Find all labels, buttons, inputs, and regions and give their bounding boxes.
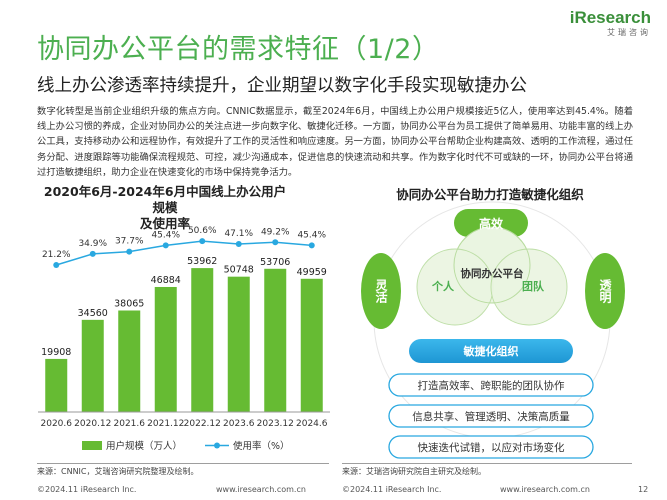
source-right: 来源：艾瑞咨询研究院自主研究及绘制。 bbox=[342, 467, 486, 476]
source-left: 来源：CNNIC，艾瑞咨询研究院整理及绘制。 bbox=[37, 467, 199, 476]
rate-point bbox=[308, 242, 315, 249]
item-box-2 bbox=[388, 404, 594, 428]
item-text-1: 打造高效率、跨职能的团队协作 bbox=[418, 379, 565, 392]
x-tick-label: 2022.12 bbox=[184, 419, 221, 429]
bar bbox=[191, 268, 214, 412]
x-tick-label: 2021.12 bbox=[147, 419, 184, 429]
x-tick-label: 2023.12 bbox=[257, 419, 294, 429]
rate-point bbox=[126, 248, 133, 255]
user-scale-chart: 19908 34560 38065 46884 53962 50748 53706 49959… bbox=[38, 226, 330, 452]
legend-swatch-dot bbox=[214, 442, 220, 449]
rate-value-label: 45.4% bbox=[297, 230, 326, 240]
chart-title-line2: 及使用率 bbox=[139, 216, 190, 231]
bar-value-label: 34560 bbox=[78, 308, 108, 319]
bar-value-label: 53706 bbox=[260, 257, 290, 268]
bar bbox=[300, 278, 323, 412]
chart-title: 2020年6月-2024年6月中国线上办公用户规模 及使用率 bbox=[40, 184, 290, 232]
rate-point bbox=[53, 262, 60, 269]
pill-agile bbox=[409, 339, 573, 363]
page-title: 协同办公平台的需求特征（1/2） bbox=[37, 34, 440, 65]
page-subtitle: 线上办公渗透率持续提升，企业期望以数字化手段实现敏捷办公 bbox=[37, 76, 527, 96]
bar-value-label: 49959 bbox=[297, 267, 327, 278]
rate-point bbox=[199, 238, 206, 245]
legend-swatch-bar bbox=[82, 441, 102, 450]
agile-org-diagram: 高效 灵活 透明 协同办公平台 个人 团队 敏捷化组织 打造高效率、跨职能的团队… bbox=[361, 201, 625, 459]
url-right: www.iresearch.com.cn bbox=[500, 485, 590, 494]
rate-value-label: 45.4% bbox=[151, 230, 180, 240]
rate-value-label: 49.2% bbox=[261, 227, 290, 237]
divider-left bbox=[37, 463, 329, 464]
label-agile: 敏捷化组织 bbox=[463, 344, 519, 358]
label-efficient: 高效 bbox=[479, 216, 504, 231]
brand-logo-cn: 艾瑞咨询 bbox=[607, 28, 651, 37]
item-text-3: 快速迭代试错，以应对市场变化 bbox=[418, 441, 565, 454]
url-left: www.iresearch.com.cn bbox=[216, 485, 306, 494]
bar-value-label: 50748 bbox=[224, 265, 254, 276]
legend-label-line: 使用率（%） bbox=[233, 440, 290, 452]
rate-point bbox=[162, 242, 169, 249]
brand-logo: iResearch 艾瑞咨询 bbox=[570, 8, 651, 38]
bar bbox=[154, 286, 177, 412]
label-transparent: 透明 bbox=[598, 279, 612, 304]
circle-right bbox=[490, 248, 568, 326]
rate-value-label: 47.1% bbox=[224, 229, 253, 239]
item-box-3 bbox=[388, 435, 594, 459]
legend-label-bar: 用户规模（万人） bbox=[106, 440, 182, 452]
pill-efficient bbox=[454, 209, 528, 237]
diagram-title: 协同办公平台助力打造敏捷化组织 bbox=[396, 187, 584, 202]
rate-point bbox=[235, 240, 242, 247]
rate-value-label: 21.2% bbox=[42, 250, 71, 260]
brand-logo-text: iResearch bbox=[569, 8, 651, 27]
divider-right bbox=[342, 463, 632, 464]
label-team: 团队 bbox=[522, 279, 545, 293]
oval-transparent bbox=[585, 253, 625, 329]
copyright-left: ©2024.11 iResearch Inc. bbox=[37, 485, 137, 494]
rate-line bbox=[56, 240, 312, 266]
label-center: 协同办公平台 bbox=[461, 267, 524, 280]
x-tick-label: 2020.6 bbox=[41, 419, 73, 429]
rate-value-label: 34.9% bbox=[78, 239, 107, 249]
bar bbox=[45, 358, 68, 412]
x-tick-label: 2024.6 bbox=[296, 419, 328, 429]
intro-paragraph: 数字化转型是当前企业组织升级的焦点方向。CNNIC数据显示，截至2024年6月，… bbox=[37, 106, 633, 178]
bar bbox=[81, 319, 104, 412]
rate-value-label: 37.7% bbox=[115, 237, 144, 247]
bar-value-label: 38065 bbox=[114, 298, 144, 309]
bar-series: 19908 34560 38065 46884 53962 50748 53706 49959 bbox=[41, 256, 327, 412]
bar-value-label: 53962 bbox=[187, 256, 217, 267]
chart-legend: 用户规模（万人） 使用率（%） bbox=[82, 440, 290, 452]
page-number: 12 bbox=[638, 485, 649, 494]
copyright-right: ©2024.11 iResearch Inc. bbox=[342, 485, 442, 494]
rate-point bbox=[272, 239, 279, 246]
x-tick-label: 2020.12 bbox=[74, 419, 111, 429]
chart-title-line1: 2020年6月-2024年6月中国线上办公用户规模 bbox=[43, 184, 287, 215]
label-flexible: 灵活 bbox=[374, 278, 388, 304]
rate-point bbox=[89, 250, 96, 257]
x-axis: 2020.6 2020.12 2021.6 2021.12 2022.12 2023.6 2… bbox=[38, 411, 330, 429]
bar bbox=[227, 276, 250, 412]
item-text-2: 信息共享、管理透明、决策高质量 bbox=[412, 410, 570, 423]
oval-flexible bbox=[361, 253, 401, 329]
bar bbox=[118, 310, 141, 412]
circle-left bbox=[416, 248, 494, 326]
x-tick-label: 2023.6 bbox=[223, 419, 255, 429]
bar-value-label: 19908 bbox=[41, 347, 71, 358]
rate-value-label: 50.6% bbox=[188, 226, 217, 236]
label-personal: 个人 bbox=[431, 279, 455, 293]
bar-value-label: 46884 bbox=[151, 275, 181, 286]
bar bbox=[264, 268, 287, 412]
item-box-1 bbox=[388, 373, 594, 397]
x-tick-label: 2021.6 bbox=[114, 419, 146, 429]
rate-series: 21.2% 34.9% 37.7% 45.4% 50.6% 47.1% 49.2% 45.4% bbox=[42, 226, 326, 269]
